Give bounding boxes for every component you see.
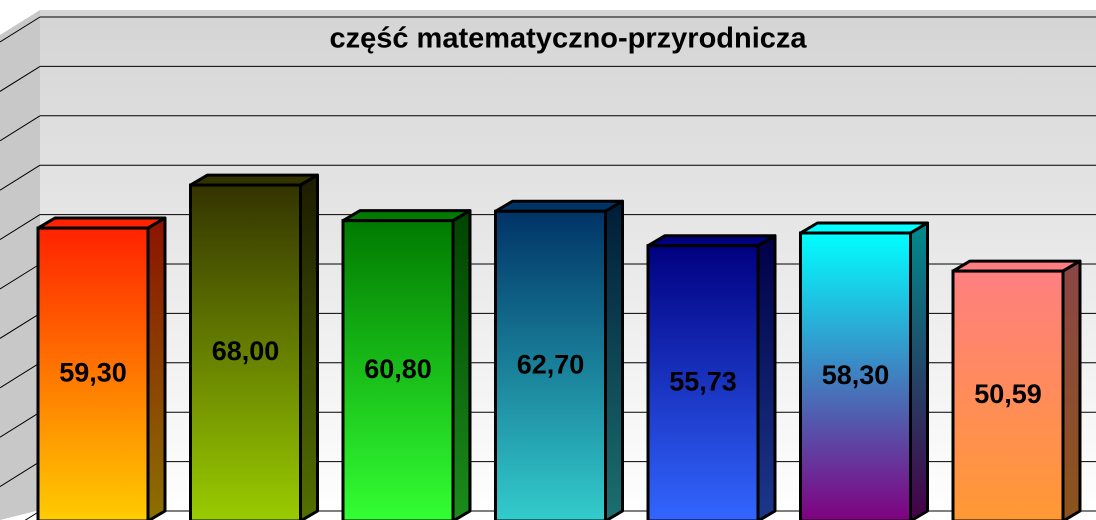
- side-grid-line: [0, 115, 41, 142]
- side-grid-line: [0, 362, 41, 389]
- bar-side-shade: [148, 218, 165, 520]
- value-label: 60,80: [364, 354, 432, 384]
- bar: [494, 209, 607, 520]
- side-grid-line: [0, 411, 41, 438]
- value-label: 58,30: [822, 360, 890, 390]
- bar-top: [646, 234, 777, 248]
- bar: [36, 226, 150, 520]
- bar: [189, 183, 302, 520]
- bar: [799, 231, 912, 520]
- side-grid-line: [0, 65, 41, 92]
- value-label: 55,73: [669, 366, 737, 396]
- side-grid-line: [0, 214, 41, 241]
- value-label: 50,59: [974, 379, 1042, 409]
- bar-side-shade: [758, 235, 775, 520]
- value-label: 59,30: [59, 358, 127, 388]
- side-grid-line: [0, 312, 41, 339]
- value-label: 62,70: [517, 349, 585, 379]
- bar: [341, 219, 455, 520]
- bar: [951, 269, 1065, 520]
- side-grid-line: [0, 16, 41, 43]
- bar-side-shade: [453, 210, 470, 520]
- bar-side-shade: [605, 201, 623, 520]
- side-grid-line: [24, 510, 41, 520]
- value-label: 68,00: [212, 336, 280, 366]
- side-wall: [0, 10, 40, 520]
- bar-side-shade: [910, 222, 928, 520]
- side-grid-line: [0, 263, 41, 290]
- chart-title: część matematyczno-przyrodnicza: [329, 23, 807, 55]
- bar-side-shade: [300, 175, 318, 520]
- bar-top: [799, 221, 929, 235]
- side-grid-line: [0, 164, 41, 191]
- bar-side-shade: [1063, 261, 1080, 520]
- bar-top: [951, 259, 1082, 273]
- bar: [646, 244, 760, 520]
- side-grid-line: [0, 461, 41, 488]
